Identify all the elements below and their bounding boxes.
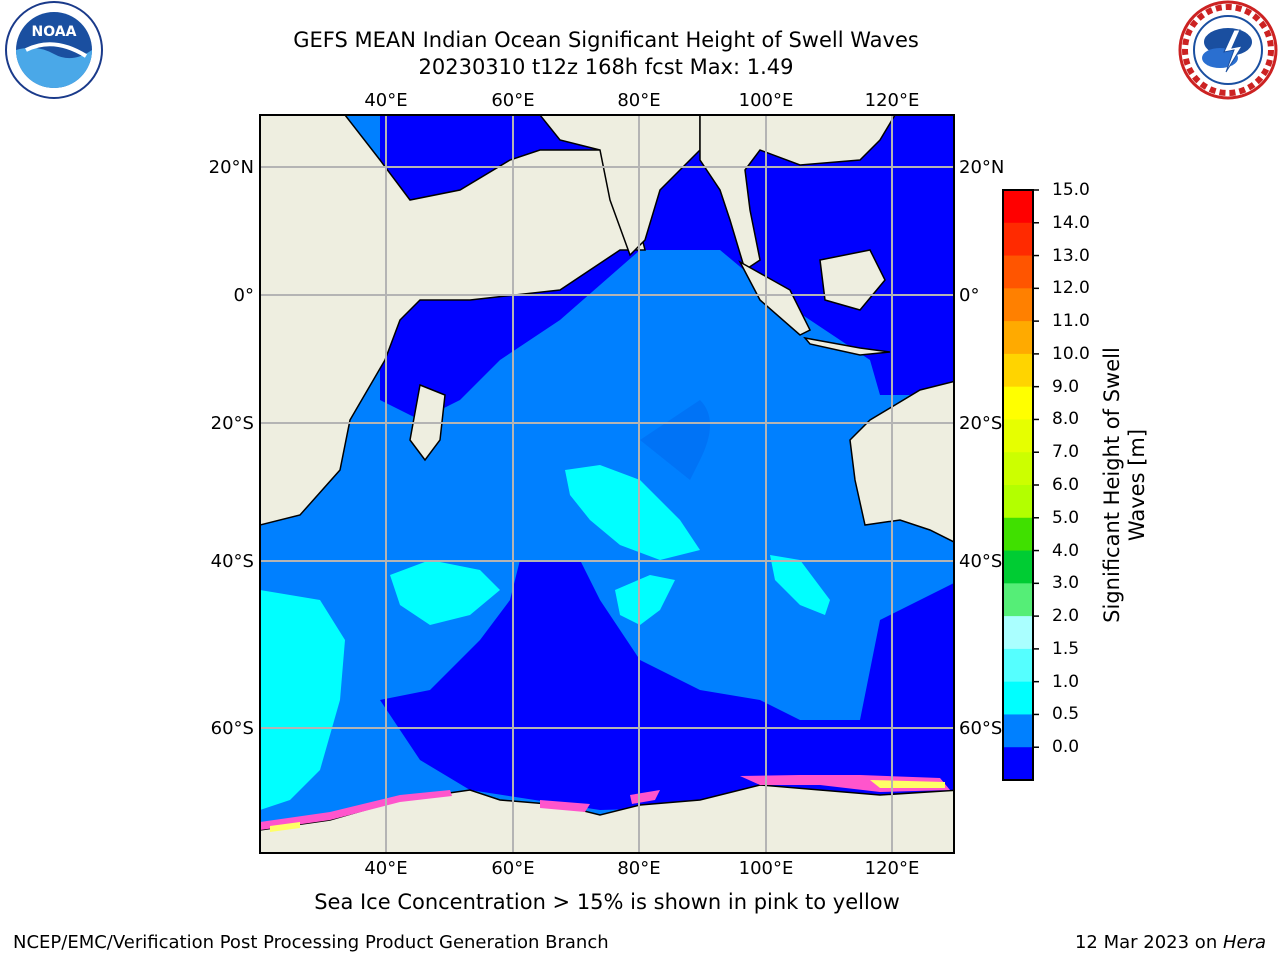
colorbar-segment (1003, 190, 1033, 224)
colorbar-segment (1003, 550, 1033, 584)
colorbar-segment (1003, 517, 1033, 552)
swell-high-central (565, 465, 700, 560)
colorbar-tick-label: 10.0 (1052, 343, 1090, 364)
colorbar-tick-label: 4.0 (1052, 540, 1080, 561)
colorbar-segment (1003, 583, 1033, 617)
colorbar-tick-label: 0.5 (1052, 704, 1080, 725)
swell-mid-patch (640, 400, 710, 480)
lon-label-top: 100°E (739, 90, 794, 111)
map-subtitle: 20230310 t12z 168h fcst Max: 1.49 (418, 55, 794, 79)
colorbar-segment (1003, 321, 1033, 355)
colorbar-segment (1003, 681, 1033, 715)
lon-label-bottom: 100°E (739, 858, 794, 879)
colorbar-title-line1: Significant Height of Swell (1100, 347, 1124, 623)
colorbar-tick-label: 14.0 (1052, 212, 1090, 233)
colorbar-tick-label: 1.5 (1052, 638, 1080, 659)
lat-label-left: 0° (234, 285, 254, 306)
map-title: GEFS MEAN Indian Ocean Significant Heigh… (293, 28, 919, 52)
lon-label-bottom: 120°E (865, 858, 920, 879)
swell-high-east (770, 555, 830, 615)
colorbar-segment (1003, 255, 1033, 289)
colorbar-title: Significant Height of Swell Waves [m] (1100, 325, 1160, 645)
lat-label-right: 0° (959, 285, 979, 306)
lon-label-top: 80°E (617, 90, 660, 111)
lat-label-left: 40°S (211, 551, 254, 572)
lon-label-top: 60°E (491, 90, 534, 111)
lon-label-bottom: 60°E (491, 858, 534, 879)
map-area (260, 115, 954, 853)
sea-ice-west-yellow (270, 822, 300, 832)
lon-label-bottom: 80°E (617, 858, 660, 879)
footer-machine: Hera (1222, 932, 1266, 953)
colorbar-segment (1003, 353, 1033, 388)
lon-label-top: 120°E (865, 90, 920, 111)
colorbar-tick-label: 9.0 (1052, 376, 1080, 397)
colorbar-tick-label: 5.0 (1052, 507, 1080, 528)
noaa-logo: NOAA (2, 0, 106, 104)
footer-credit: NCEP/EMC/Verification Post Processing Pr… (13, 932, 609, 953)
colorbar (1002, 189, 1039, 781)
graticule (260, 115, 954, 853)
colorbar-tick-label: 0.0 (1052, 737, 1080, 758)
colorbar-segment (1003, 386, 1033, 420)
swell-high-west (390, 560, 500, 625)
map-frame (259, 114, 955, 854)
sea-ice-kerguelen (630, 790, 660, 804)
colorbar-segment (1003, 222, 1033, 257)
colorbar-tick-label: 1.0 (1052, 671, 1080, 692)
lat-label-left: 60°S (211, 718, 254, 739)
colorbar-tick-label: 13.0 (1052, 245, 1090, 266)
land-java (803, 336, 891, 356)
swell-high-southwest (260, 590, 345, 810)
colorbar-tick-label: 8.0 (1052, 409, 1080, 430)
colorbar-tick-label: 2.0 (1052, 606, 1080, 627)
colorbar-segment (1003, 747, 1033, 781)
lat-label-right: 20°S (959, 413, 1002, 434)
colorbar-segment (1003, 485, 1033, 519)
colorbar-segment (1003, 452, 1033, 486)
lon-label-bottom: 40°E (364, 858, 407, 879)
lat-label-right: 60°S (959, 718, 1002, 739)
colorbar-segment (1003, 419, 1033, 453)
noaa-logo-text: NOAA (32, 24, 77, 40)
sea-ice-central (540, 800, 590, 812)
footer-date: 12 Mar 2023 on Hera (1075, 932, 1266, 953)
colorbar-tick-label: 15.0 (1052, 180, 1090, 200)
colorbar-segment (1003, 648, 1033, 683)
colorbar-title-line2: Waves [m] (1125, 428, 1149, 542)
lon-label-top: 40°E (364, 90, 407, 111)
colorbar-tick-label: 7.0 (1052, 442, 1080, 463)
nws-logo (1176, 0, 1280, 104)
swell-low-southeast (860, 583, 954, 730)
swell-low-south (380, 560, 954, 810)
sea-ice-caption: Sea Ice Concentration > 15% is shown in … (314, 890, 900, 914)
footer-date-text: 12 Mar 2023 on (1074, 932, 1223, 953)
colorbar-tick-label: 12.0 (1052, 278, 1090, 299)
colorbar-segment (1003, 616, 1033, 650)
colorbar-segment (1003, 288, 1033, 322)
colorbar-segment (1003, 714, 1033, 748)
sea-ice-east-yellow (870, 780, 945, 788)
swell-high-mid (615, 575, 675, 625)
land-southeast-asia (699, 115, 896, 272)
colorbar-tick-label: 11.0 (1052, 311, 1090, 332)
lat-label-left: 20°N (209, 157, 254, 178)
colorbar-tick-label: 3.0 (1052, 573, 1080, 594)
sea-ice-west (260, 790, 452, 830)
lat-label-left: 20°S (211, 413, 254, 434)
lat-label-right: 40°S (959, 551, 1002, 572)
land-australia (849, 380, 954, 543)
land-sumatra (738, 260, 812, 336)
lat-label-right: 20°N (959, 157, 1004, 178)
colorbar-tick-label: 6.0 (1052, 475, 1080, 495)
